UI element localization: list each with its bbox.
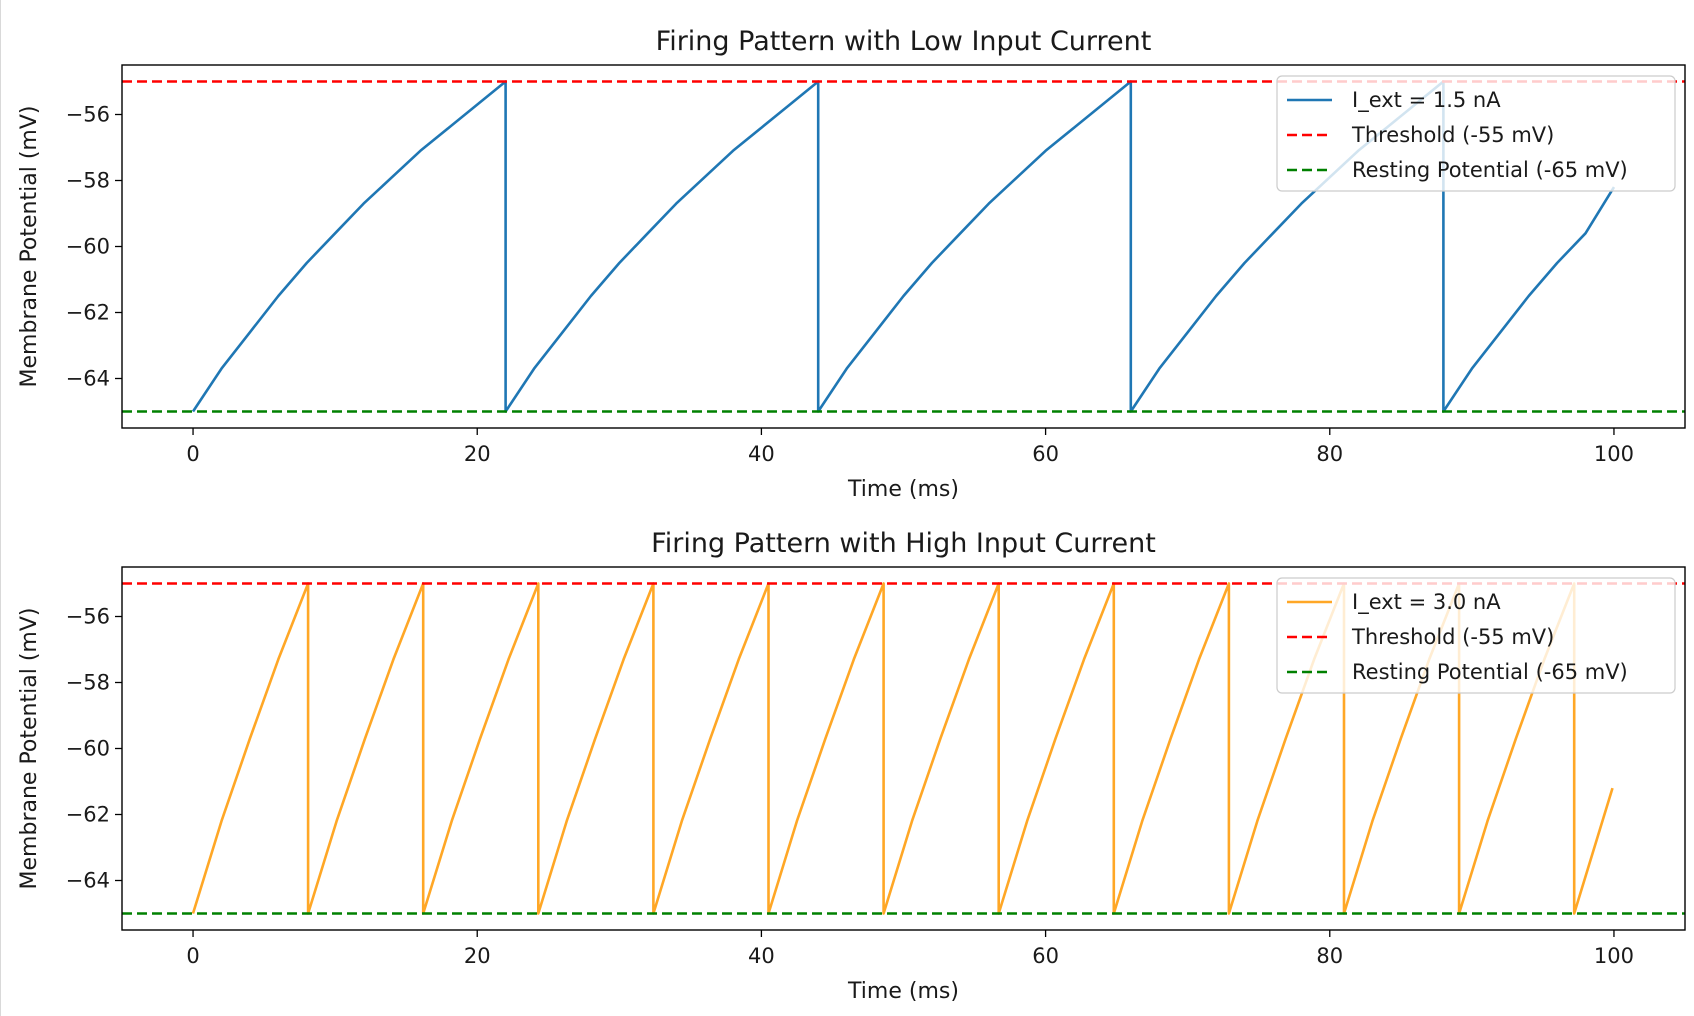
legend-label: I_ext = 3.0 nA — [1352, 590, 1501, 615]
legend: I_ext = 3.0 nA Threshold (-55 mV) Resting … — [1276, 577, 1676, 694]
legend-label: Threshold (-55 mV) — [1351, 625, 1554, 649]
series-line-1 — [191, 582, 1614, 915]
x-tick-label: 100 — [1594, 442, 1634, 466]
y-tick-label: −56 — [66, 103, 110, 127]
y-tick-label: −60 — [66, 235, 110, 259]
y-axis-label: Membrane Potential (mV) — [17, 106, 42, 388]
y-tick-label: −64 — [66, 869, 110, 893]
figure-left-edge — [0, 0, 1, 1016]
legend: I_ext = 1.5 nA Threshold (-55 mV) Resting … — [1276, 75, 1676, 192]
x-tick-label: 60 — [1032, 944, 1059, 968]
y-tick-label: −60 — [66, 737, 110, 761]
x-tick-label: 80 — [1316, 944, 1343, 968]
x-tick-label: 20 — [464, 944, 491, 968]
x-axis-label: Time (ms) — [847, 979, 959, 1004]
chart-title: Firing Pattern with High Input Current — [651, 528, 1156, 559]
x-tick-label: 40 — [748, 944, 775, 968]
legend-box — [1276, 75, 1676, 192]
y-tick-label: −58 — [66, 169, 110, 193]
x-tick-label: 60 — [1032, 442, 1059, 466]
y-axis-label: Membrane Potential (mV) — [17, 608, 42, 890]
y-tick-label: −62 — [66, 803, 110, 827]
y-tick-label: −62 — [66, 301, 110, 325]
plot-lines — [122, 582, 1685, 915]
legend-label: I_ext = 1.5 nA — [1352, 88, 1501, 113]
x-axis-label: Time (ms) — [847, 477, 959, 502]
x-tick-label: 0 — [186, 442, 199, 466]
chart-panel-1: Firing Pattern with Low Input Current 0 20… — [17, 26, 1686, 502]
legend-label: Threshold (-55 mV) — [1351, 123, 1554, 147]
x-tick-label: 100 — [1594, 944, 1634, 968]
y-tick-label: −64 — [66, 367, 110, 391]
legend-label: Resting Potential (-65 mV) — [1352, 158, 1628, 182]
chart-panel-2: Firing Pattern with High Input Current 0 2… — [17, 528, 1686, 1004]
y-tick-label: −58 — [66, 671, 110, 695]
legend-label: Resting Potential (-65 mV) — [1352, 660, 1628, 684]
x-tick-label: 80 — [1316, 442, 1343, 466]
chart-title: Firing Pattern with Low Input Current — [656, 26, 1152, 57]
x-tick-label: 0 — [186, 944, 199, 968]
x-tick-label: 40 — [748, 442, 775, 466]
x-tick-label: 20 — [464, 442, 491, 466]
y-tick-label: −56 — [66, 605, 110, 629]
legend-box — [1276, 577, 1676, 694]
